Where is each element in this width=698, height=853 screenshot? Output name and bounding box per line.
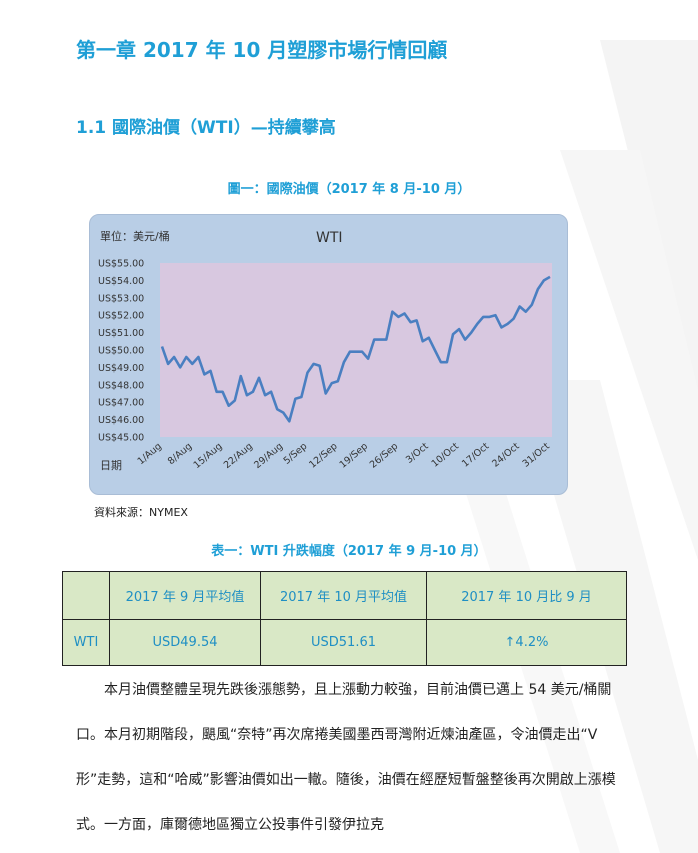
wti-line-chart: 單位：美元/桶 WTI US$55.00 US$54.00 US$53.00 US$52.… <box>98 229 553 472</box>
x-tick-label: 17/Oct <box>460 441 492 470</box>
table-cell: ↑4.2% <box>426 619 627 666</box>
x-tick-label: 19/Sep <box>338 441 371 471</box>
y-tick-label: US$51.00 <box>98 328 144 339</box>
x-tick-label: 3/Oct <box>404 441 431 466</box>
y-tick-label: US$54.00 <box>98 276 144 287</box>
x-tick-label: 24/Oct <box>490 441 522 470</box>
y-tick-label: US$52.00 <box>98 311 144 322</box>
x-tick-label: 31/Oct <box>521 441 553 470</box>
x-tick-label: 15/Aug <box>192 441 225 471</box>
table-cell: WTI <box>62 619 110 666</box>
chart-frame: 單位：美元/桶 WTI US$55.00 US$54.00 US$53.00 US$52.… <box>89 214 568 495</box>
x-axis-label: 日期 <box>100 459 122 472</box>
body-paragraph: 本月油價整體呈現先跌後漲態勢，且上漲動力較強，目前油價已邁上 54 美元/桶關口… <box>76 682 616 833</box>
y-tick-label: US$55.00 <box>98 259 144 270</box>
y-tick-label: US$53.00 <box>98 293 144 304</box>
y-tick-label: US$47.00 <box>98 398 144 409</box>
section-title: 1.1 國際油價（WTI）—持續攀高 <box>76 118 336 138</box>
y-tick-label: US$45.00 <box>98 433 144 444</box>
plot-area <box>160 263 552 437</box>
x-tick-label: 10/Oct <box>430 441 462 470</box>
table-header-cell: 2017 年 10 月平均值 <box>260 571 427 620</box>
y-tick-label: US$48.00 <box>98 380 144 391</box>
x-tick-label: 22/Aug <box>222 441 255 471</box>
table-header-cell: 2017 年 10 月比 9 月 <box>426 571 627 620</box>
y-tick-label: US$49.00 <box>98 363 144 374</box>
chart-title: WTI <box>316 230 343 246</box>
x-tick-label: 8/Aug <box>166 441 194 467</box>
chapter-title: 第一章 2017 年 10 月塑膠市場行情回顧 <box>76 38 448 62</box>
x-tick-label: 1/Aug <box>136 441 164 467</box>
x-tick-label: 26/Sep <box>368 441 401 471</box>
table-row: WTI USD49.54 USD51.61 ↑4.2% <box>62 619 627 666</box>
x-tick-label: 12/Sep <box>307 441 340 471</box>
table-header-cell: 2017 年 9 月平均值 <box>109 571 261 620</box>
y-tick-label: US$46.00 <box>98 415 144 426</box>
table-cell: USD49.54 <box>109 619 261 666</box>
y-tick-label: US$50.00 <box>98 346 144 357</box>
wti-change-table: 2017 年 9 月平均值 2017 年 10 月平均值 2017 年 10 月… <box>62 571 627 666</box>
x-tick-label: 5/Sep <box>282 441 310 467</box>
table-header-cell <box>62 571 110 620</box>
table-header-row: 2017 年 9 月平均值 2017 年 10 月平均值 2017 年 10 月… <box>62 571 627 620</box>
chart-unit-label: 單位：美元/桶 <box>100 229 170 243</box>
figure-source: 資料來源：NYMEX <box>94 506 188 519</box>
x-tick-label: 29/Aug <box>252 441 285 471</box>
table-caption: 表一：WTI 升跌幅度（2017 年 9 月-10 月） <box>211 544 487 559</box>
table-cell: USD51.61 <box>260 619 427 666</box>
figure-caption: 圖一：國際油價（2017 年 8 月-10 月） <box>227 182 471 197</box>
